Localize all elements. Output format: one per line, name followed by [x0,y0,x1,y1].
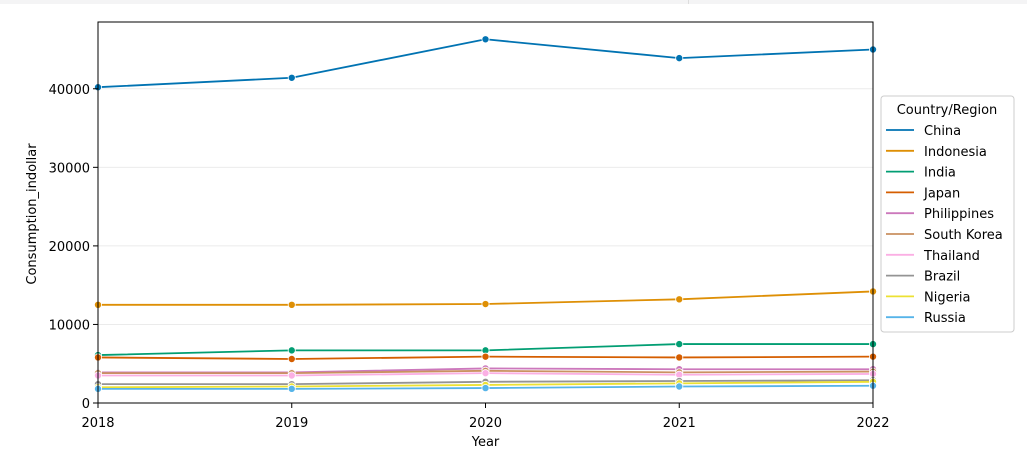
x-axis: 2018 2019 2020 2021 2022 [81,403,890,431]
window-top-bar [0,0,1027,4]
legend-item-china: China [886,124,961,139]
x-tick-label: 2019 [275,416,308,431]
x-tick-label: 2022 [856,416,889,431]
legend-label-brazil: Brazil [924,270,960,285]
data-point-japan [675,353,684,362]
legend-label-nigeria: Nigeria [924,290,971,305]
x-axis-title: Year [471,435,500,450]
legend-label-indonesia: Indonesia [924,145,987,160]
legend-item-russia: Russia [886,311,966,326]
series-thailand [94,369,878,380]
data-point-india [287,346,296,355]
data-point-russia [675,382,684,391]
legend-item-nigeria: Nigeria [886,290,971,305]
legend-item-india: India [886,166,956,181]
y-tick-label: 10000 [49,318,90,333]
legend-item-south-korea: South Korea [886,228,1003,243]
legend-item-japan: Japan [886,186,960,201]
data-point-thailand [287,371,296,380]
top-bar-divider [688,0,689,4]
y-axis: 0 10000 20000 30000 40000 [49,83,98,412]
series-indonesia [94,287,878,309]
data-point-china [287,73,296,82]
data-point-japan [287,355,296,364]
series-japan [94,352,878,364]
legend-label-china: China [924,124,961,139]
data-point-japan [481,352,490,361]
data-point-china [675,54,684,63]
legend-item-thailand: Thailand [886,249,980,264]
data-point-russia [287,384,296,393]
legend-label-philippines: Philippines [924,207,994,222]
data-point-china [481,35,490,44]
series-russia [94,381,878,393]
y-tick-label: 40000 [49,83,90,98]
y-axis-title: Consumption_indollar [25,143,40,285]
legend-item-indonesia: Indonesia [886,145,987,160]
x-tick-label: 2020 [469,416,502,431]
legend-label-japan: Japan [923,186,960,201]
legend: Country/Region China Indonesia India Japan P… [880,95,1015,333]
legend-label-russia: Russia [924,311,966,326]
y-tick-label: 0 [82,397,90,412]
data-point-russia [481,384,490,393]
legend-item-philippines: Philippines [886,207,994,222]
series-line-china [97,38,874,89]
series-china [94,35,878,92]
x-tick-label: 2021 [663,416,696,431]
x-tick-label: 2018 [81,416,114,431]
y-tick-label: 30000 [49,161,90,176]
y-tick-label: 20000 [49,240,90,255]
legend-label-india: India [924,166,956,181]
data-point-thailand [481,369,490,378]
data-point-indonesia [675,295,684,304]
data-point-indonesia [481,300,490,309]
legend-label-south-korea: South Korea [924,228,1003,243]
legend-items: China Indonesia India Japan Philippines South… [886,124,1003,326]
data-point-india [675,340,684,349]
data-point-indonesia [287,300,296,309]
legend-title: Country/Region [897,103,998,118]
legend-label-thailand: Thailand [923,249,980,264]
plot-area-frame [97,21,874,404]
legend-item-brazil: Brazil [886,270,960,285]
legend-box [880,95,1015,333]
